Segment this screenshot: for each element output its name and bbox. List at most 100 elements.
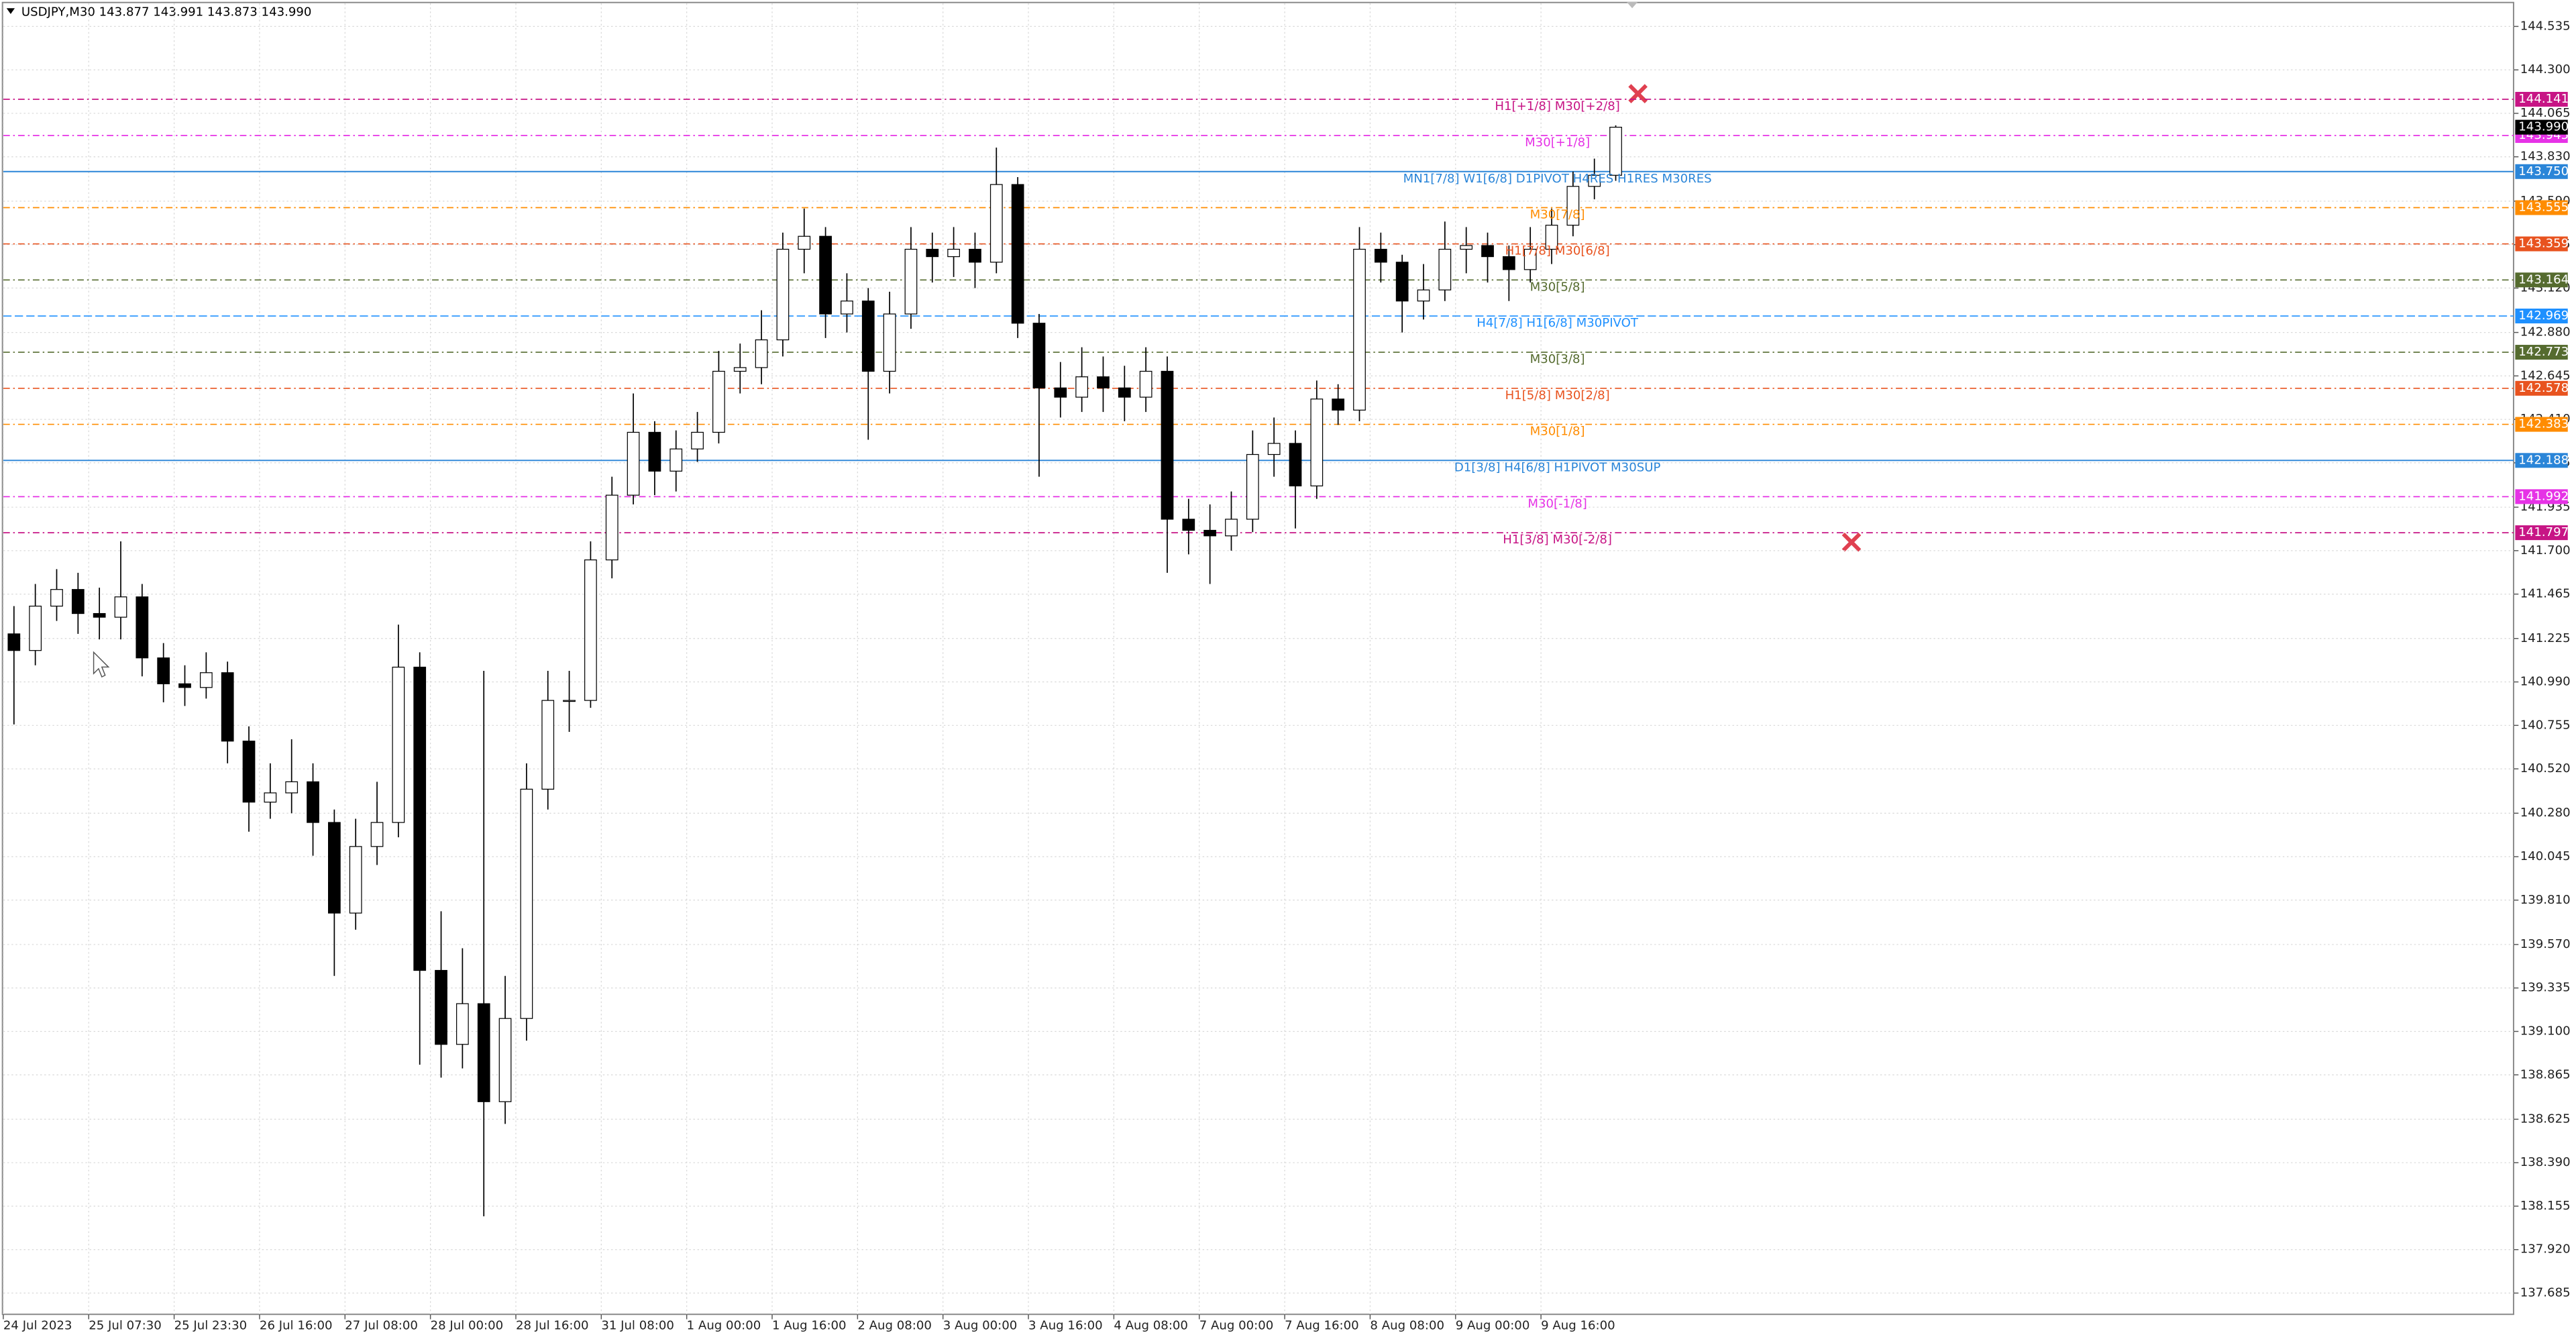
y-tick-label: 140.520 xyxy=(2520,761,2571,775)
candle-body xyxy=(904,248,918,315)
candle-body xyxy=(93,612,106,618)
candle-body xyxy=(178,683,191,688)
levels xyxy=(3,99,2514,533)
price-tag xyxy=(2515,200,2568,215)
candle-body xyxy=(50,589,63,607)
bid-tag-label: 143.990 xyxy=(2518,120,2569,134)
price-tag xyxy=(2515,345,2568,360)
candle-body xyxy=(1118,387,1131,398)
price-tag-label: 142.578 xyxy=(2518,381,2569,395)
candle-body xyxy=(370,822,384,847)
level-label: H1[5/8] M30[2/8] xyxy=(1505,388,1610,403)
y-tick-label: 138.155 xyxy=(2520,1199,2571,1213)
candle-body xyxy=(1438,248,1452,290)
y-tick-label: 138.390 xyxy=(2520,1155,2571,1169)
candle-body xyxy=(221,672,234,742)
x-tick-label: 8 Aug 08:00 xyxy=(1370,1318,1444,1332)
level-label: M30[3/8] xyxy=(1530,352,1585,366)
price-tag-label: 141.797 xyxy=(2518,525,2569,539)
candle-body xyxy=(1097,376,1110,388)
y-tick-label: 142.880 xyxy=(2520,325,2571,339)
candle-body xyxy=(1332,398,1345,411)
candle-body xyxy=(349,846,362,914)
candle-body xyxy=(1588,174,1601,187)
candle-body xyxy=(285,781,299,794)
y-tick-label: 139.810 xyxy=(2520,893,2571,907)
price-tag-label: 143.164 xyxy=(2518,272,2569,286)
price-tag-label: 141.992 xyxy=(2518,489,2569,503)
plot-frame xyxy=(1,1,2514,1316)
y-tick-label: 140.045 xyxy=(2520,849,2571,863)
header: USDJPY,M30 143.877 143.991 143.873 143.9… xyxy=(21,5,312,19)
y-tick-label: 141.225 xyxy=(2520,631,2571,645)
candle-body xyxy=(242,741,256,803)
candle-body xyxy=(1609,127,1622,176)
candle-body xyxy=(1502,256,1515,270)
x-tick-label: 28 Jul 00:00 xyxy=(431,1318,504,1332)
candle-body xyxy=(776,248,790,341)
y-tick-label: 141.700 xyxy=(2520,543,2571,557)
candle-body xyxy=(1246,453,1259,520)
candle-body xyxy=(541,700,555,790)
candle-body xyxy=(71,589,85,614)
y-tick-label: 144.065 xyxy=(2520,106,2571,120)
candle-body xyxy=(7,633,21,651)
cursor xyxy=(93,651,110,678)
candles xyxy=(7,125,1622,1217)
x-tick-label: 27 Jul 08:00 xyxy=(345,1318,418,1332)
x-tick-label: 7 Aug 00:00 xyxy=(1199,1318,1274,1332)
y-tick-label: 137.685 xyxy=(2520,1286,2571,1300)
candle-body xyxy=(498,1018,512,1102)
price-tag xyxy=(2515,525,2568,541)
menu-arrow[interactable] xyxy=(6,8,15,14)
y-tick-label: 140.280 xyxy=(2520,806,2571,820)
price-tag xyxy=(2515,309,2568,324)
price-tag xyxy=(2515,489,2568,504)
level-label: H1[7/8] M30[6/8] xyxy=(1505,244,1610,258)
level-label: M30[+1/8] xyxy=(1525,136,1590,150)
y-tick-label: 137.920 xyxy=(2520,1242,2571,1256)
x-tick-label: 26 Jul 16:00 xyxy=(260,1318,333,1332)
candle-body xyxy=(199,672,213,688)
x-mark xyxy=(1841,532,1862,552)
y-tick-label: 139.335 xyxy=(2520,981,2571,995)
candle-body xyxy=(456,1003,469,1045)
x-tick-label: 24 Jul 2023 xyxy=(3,1318,72,1332)
price-tag-label: 143.555 xyxy=(2518,201,2569,215)
x-tick-label: 25 Jul 07:30 xyxy=(89,1318,162,1332)
price-tag-label: 143.750 xyxy=(2518,164,2569,178)
y-tick-label: 142.645 xyxy=(2520,368,2571,382)
candle-body xyxy=(691,431,704,449)
candle-body xyxy=(819,235,832,315)
y-tick-label: 144.535 xyxy=(2520,19,2571,33)
candle-body xyxy=(1417,289,1430,302)
candle-body xyxy=(114,596,127,618)
y-tick-label: 144.300 xyxy=(2520,62,2571,76)
level-label: H1[+1/8] M30[+2/8] xyxy=(1495,99,1619,113)
price-tag-label: 142.188 xyxy=(2518,453,2569,467)
x-tick-label: 3 Aug 16:00 xyxy=(1028,1318,1103,1332)
price-tag xyxy=(2515,164,2568,179)
candle-body xyxy=(1161,370,1174,520)
price-tag-label: 144.141 xyxy=(2518,92,2569,106)
candle-body xyxy=(1139,370,1152,398)
x-tick-label: 1 Aug 00:00 xyxy=(687,1318,761,1332)
candle-body xyxy=(989,184,1003,263)
candle-body xyxy=(1545,225,1558,250)
bid-tag xyxy=(2515,119,2568,135)
candle-body xyxy=(1523,248,1537,270)
x-tick-label: 28 Jul 16:00 xyxy=(516,1318,589,1332)
candle-body xyxy=(926,248,939,258)
x-tick-label: 9 Aug 16:00 xyxy=(1541,1318,1615,1332)
x-tick-label: 3 Aug 00:00 xyxy=(943,1318,1018,1332)
candle-body xyxy=(1054,387,1067,398)
candle-body xyxy=(605,494,619,561)
candle-body xyxy=(29,605,42,651)
candle-body xyxy=(733,367,747,372)
price-tag-label: 142.969 xyxy=(2518,309,2569,323)
candle-body xyxy=(136,596,149,659)
candle-body xyxy=(883,313,896,372)
candle-body xyxy=(413,666,427,971)
candle-body xyxy=(327,822,341,914)
